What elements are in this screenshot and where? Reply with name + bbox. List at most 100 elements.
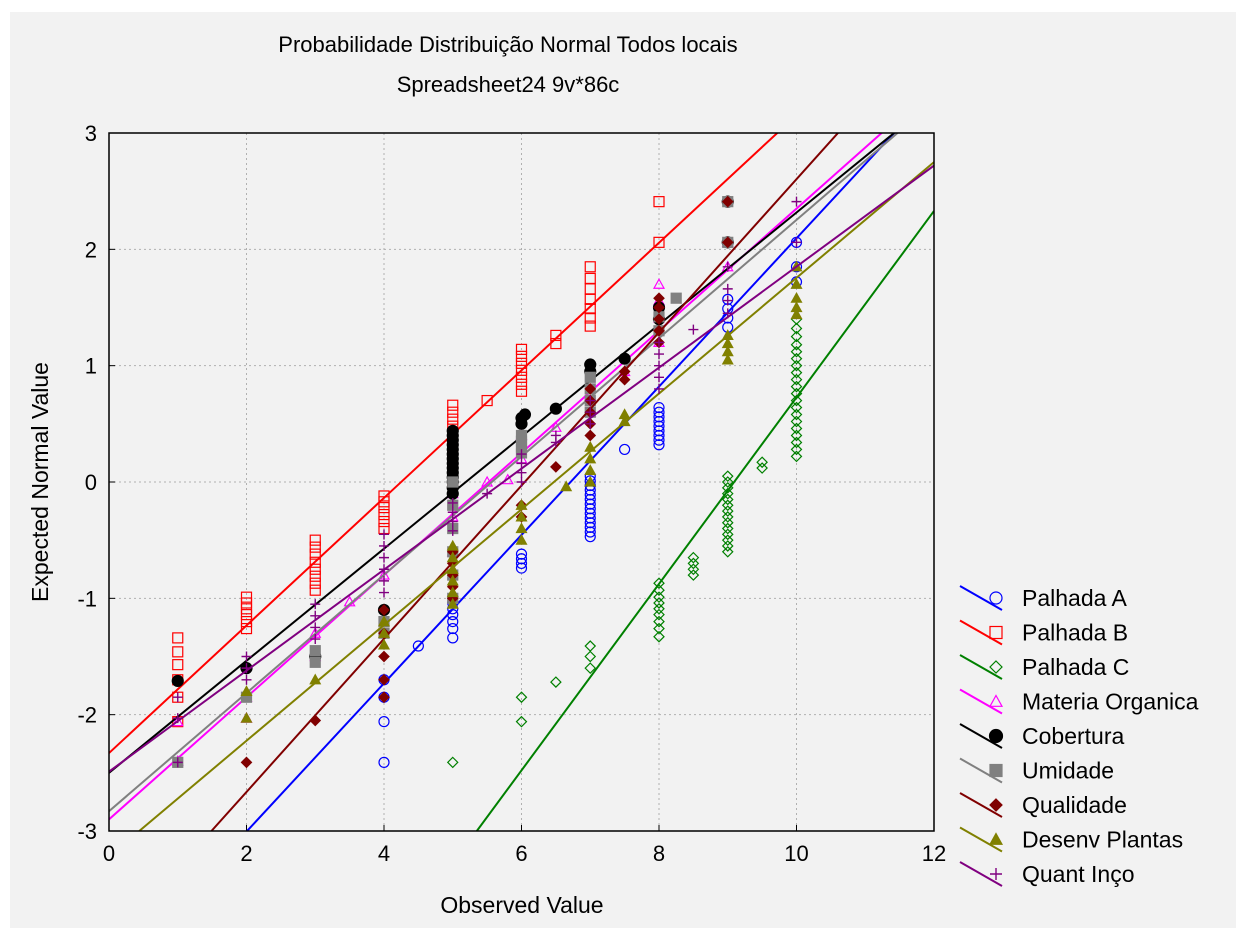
series-palhada-c [446, 210, 934, 831]
data-point [652, 277, 666, 289]
data-point [379, 575, 389, 586]
data-point [721, 353, 734, 365]
data-point [377, 626, 391, 638]
data-point [584, 475, 597, 487]
legend-marker [988, 728, 1004, 744]
data-point [584, 503, 596, 515]
legend-label: Palhada B [1022, 620, 1128, 646]
data-point [584, 512, 596, 524]
data-point [653, 630, 665, 643]
data-point [721, 195, 734, 208]
data-point [584, 429, 597, 442]
data-point [687, 563, 700, 576]
y-tick-label: 0 [85, 470, 97, 495]
data-point [310, 634, 321, 645]
y-tick-label: 2 [85, 237, 97, 262]
data-point [378, 673, 390, 686]
data-point [515, 510, 528, 522]
data-point [653, 591, 665, 604]
data-point [584, 261, 596, 273]
data-point [721, 345, 734, 357]
data-point [447, 525, 458, 536]
data-point [310, 610, 321, 621]
data-point [790, 345, 803, 358]
data-point [653, 439, 665, 451]
legend-line [959, 792, 1003, 818]
data-point [687, 551, 700, 564]
data-point [378, 716, 390, 728]
legend-label: Umidade [1022, 758, 1114, 784]
data-point [654, 372, 664, 383]
data-point [240, 756, 253, 769]
data-point [790, 429, 803, 442]
data-point [378, 756, 390, 768]
data-point [790, 359, 803, 372]
legend-line [959, 861, 1003, 887]
data-point [585, 418, 596, 429]
data-point [515, 557, 528, 570]
data-point [584, 358, 597, 371]
data-point [790, 322, 803, 335]
x-tick-label: 8 [653, 841, 665, 866]
data-point [584, 489, 596, 501]
data-point [653, 577, 665, 590]
data-point [653, 411, 665, 423]
data-point [310, 622, 321, 633]
data-point [584, 272, 596, 285]
data-point [654, 337, 664, 348]
data-point [446, 597, 459, 609]
data-point [518, 408, 532, 421]
data-point [653, 584, 665, 597]
data-point [240, 609, 253, 621]
data-point [584, 662, 597, 674]
data-point [550, 461, 562, 473]
data-point [687, 557, 700, 570]
data-point [653, 324, 665, 337]
data-point [790, 408, 803, 421]
data-point [515, 548, 528, 560]
data-point [790, 330, 803, 343]
x-tick-label: 10 [784, 841, 808, 866]
data-point [482, 488, 493, 499]
data-point [653, 602, 665, 615]
legend-item-quant-inco: Quant Inço [959, 861, 1135, 887]
data-point [515, 553, 528, 565]
legend-label: Palhada A [1022, 585, 1128, 611]
data-point [584, 526, 596, 538]
legend-marker [989, 660, 1003, 674]
data-point [618, 408, 631, 420]
data-point [309, 534, 321, 546]
data-point [654, 383, 664, 394]
data-point [790, 401, 803, 414]
legend-marker [988, 694, 1004, 707]
data-point [516, 449, 527, 460]
data-point [309, 541, 321, 553]
series-palhada-b [109, 133, 779, 754]
data-point [240, 685, 253, 697]
data-point [653, 301, 665, 314]
data-point [379, 564, 389, 575]
data-point [618, 352, 631, 365]
legend-item-materia-organica: Materia Organica [959, 689, 1199, 715]
data-point [790, 443, 803, 456]
data-point [721, 540, 734, 552]
data-point [618, 415, 631, 427]
data-point [790, 277, 803, 289]
plot-area-border [108, 132, 935, 832]
data-point [722, 283, 733, 294]
data-point [446, 424, 459, 437]
data-point [515, 350, 528, 362]
data-point [721, 499, 734, 512]
data-point [790, 366, 803, 379]
legend-label: Materia Organica [1022, 689, 1199, 715]
data-point [447, 609, 459, 621]
legend-line [959, 723, 1003, 749]
x-tick-label: 0 [103, 841, 115, 866]
data-point [560, 480, 573, 492]
data-point [241, 674, 252, 685]
legend-label: Quant Inço [1022, 861, 1135, 887]
data-point [653, 401, 665, 414]
data-point [377, 615, 391, 627]
y-tick-label: 1 [85, 354, 97, 379]
